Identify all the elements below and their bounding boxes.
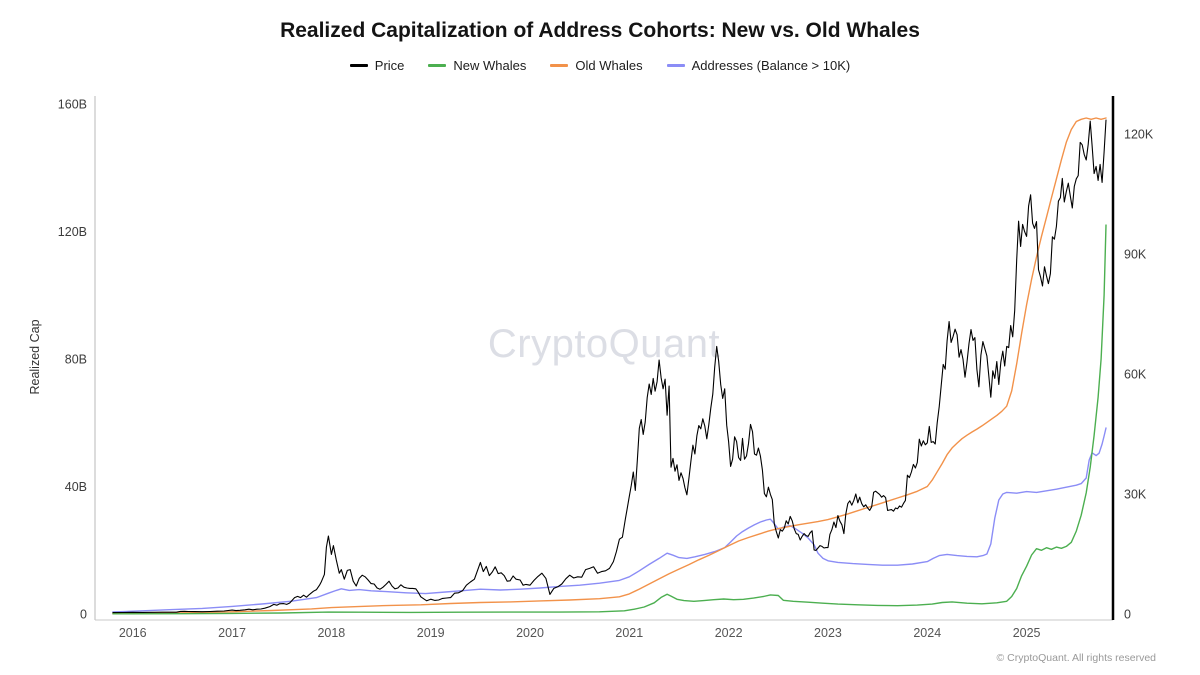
legend-item-old-whales[interactable]: Old Whales <box>550 58 643 73</box>
right-axis-tick-label: 120K <box>1124 128 1154 142</box>
left-axis-tick-label: 80B <box>65 353 87 367</box>
x-axis-tick-label: 2021 <box>615 626 643 640</box>
left-axis-tick-label: 0 <box>80 608 87 622</box>
x-axis-tick-label: 2019 <box>417 626 445 640</box>
legend-label: Old Whales <box>575 58 643 73</box>
legend-label: New Whales <box>453 58 527 73</box>
series-line-price <box>112 119 1107 614</box>
right-axis-tick-label: 60K <box>1124 368 1147 382</box>
legend-item-price[interactable]: Price <box>349 58 405 73</box>
legend: Price New Whales Old Whales Addresses (Bala… <box>0 58 1200 73</box>
series-line-new-whales <box>112 224 1107 615</box>
x-axis-tick-label: 2024 <box>913 626 941 640</box>
chart-title: Realized Capitalization of Address Cohor… <box>280 19 920 42</box>
x-axis-tick-label: 2022 <box>715 626 743 640</box>
right-axis-tick-label: 0 <box>1124 608 1131 622</box>
legend-item-new-whales[interactable]: New Whales <box>428 58 526 73</box>
x-axis-tick-label: 2017 <box>218 626 246 640</box>
x-axis-tick-label: 2018 <box>317 626 345 640</box>
legend-label: Addresses (Balance > 10K) <box>691 58 851 73</box>
price-line-swatch <box>349 64 368 67</box>
left-axis-tick-label: 40B <box>65 480 87 494</box>
x-axis-tick-label: 2020 <box>516 626 544 640</box>
cryptoquant-watermark: CryptoQuant <box>487 322 721 366</box>
series-line-addresses-balance-10k <box>112 427 1107 613</box>
addresses-balance-10k-line-swatch <box>666 64 685 67</box>
new-whales-line-swatch <box>428 64 447 67</box>
series-line-old-whales <box>112 117 1107 615</box>
right-axis-tick-label: 90K <box>1124 248 1147 262</box>
x-axis-tick-label: 2016 <box>119 626 147 640</box>
x-axis-tick-label: 2025 <box>1013 626 1041 640</box>
legend-label: Price <box>374 58 405 73</box>
x-axis-tick-label: 2023 <box>814 626 842 640</box>
right-axis-tick-label: 30K <box>1124 488 1147 502</box>
left-axis-tick-label: 120B <box>58 225 87 239</box>
old-whales-line-swatch <box>550 64 569 67</box>
copyright-text: © CryptoQuant. All rights reserved <box>996 652 1156 664</box>
legend-item-addresses-balance-10k[interactable]: Addresses (Balance > 10K) <box>666 58 851 73</box>
left-axis-tick-label: 160B <box>58 98 87 112</box>
